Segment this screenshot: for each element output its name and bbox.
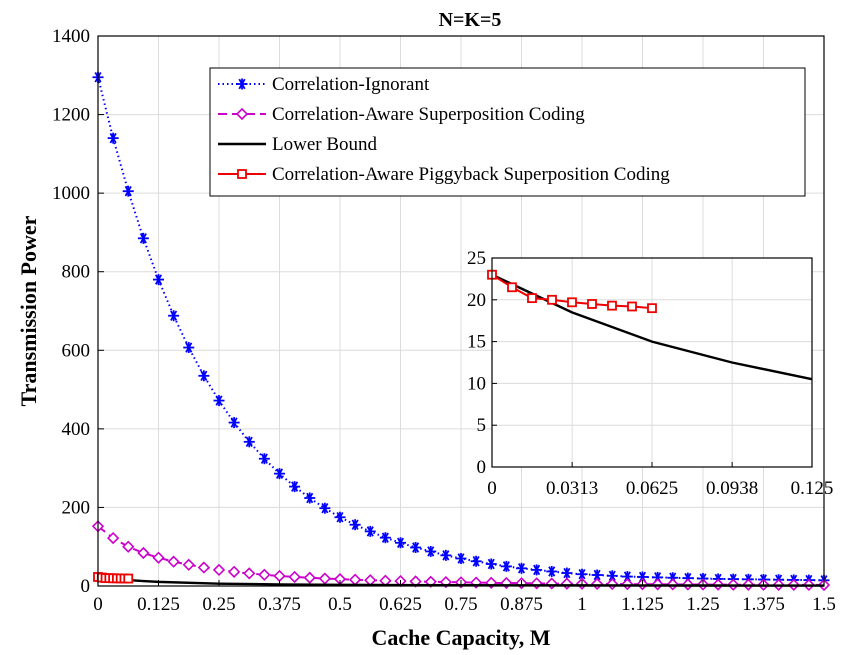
x-tick-label: 0.375 xyxy=(258,594,301,615)
legend-marker-correlation-aware-superposition-coding xyxy=(235,107,249,121)
x-tick-label: 0.25 xyxy=(202,594,235,615)
correlation-aware-superposition-coding-point xyxy=(167,555,180,568)
inset-y-tick-label: 15 xyxy=(467,332,486,353)
y-tick-label: 800 xyxy=(62,262,91,283)
legend-label-correlation-aware-piggyback-superposition-coding: Correlation-Aware Piggyback Superpositio… xyxy=(272,164,670,185)
inset-x-tick-label: 0.0938 xyxy=(706,478,758,499)
x-tick-label: 0.625 xyxy=(379,594,422,615)
x-tick-label: 0.125 xyxy=(137,594,180,615)
y-tick-label: 1000 xyxy=(52,183,90,204)
correlation-aware-piggyback-superposition-coding-point xyxy=(567,297,577,308)
correlation-aware-superposition-coding-point xyxy=(545,577,558,590)
legend-marker-correlation-aware-piggyback-superposition-coding xyxy=(237,169,247,179)
correlation-aware-piggyback-superposition-coding-point xyxy=(123,573,134,584)
y-axis-label: Transmission Power xyxy=(16,215,41,406)
inset-y-tick-label: 5 xyxy=(477,415,487,436)
correlation-ignorant-series xyxy=(92,71,830,586)
legend-label-lower-bound: Lower Bound xyxy=(272,134,378,155)
inset-x-tick-label: 0 xyxy=(487,478,497,499)
correlation-aware-piggyback-superposition-coding-point xyxy=(587,299,597,309)
x-tick-label: 1.375 xyxy=(742,594,785,615)
inset-tick-labels: 0 0.0313 0.0625 0.0938 0.125 0 5 10 15 20 25 xyxy=(467,248,833,499)
y-tick-label: 400 xyxy=(62,419,91,440)
correlation-aware-superposition-coding-point xyxy=(318,572,332,585)
legend-items: Correlation-Ignorant Correlation-Aware Su… xyxy=(218,74,670,185)
correlation-aware-superposition-coding-point xyxy=(621,578,634,591)
y-tick-label: 0 xyxy=(81,576,91,597)
legend-box xyxy=(209,67,806,197)
inset-y-tick-label: 25 xyxy=(467,248,486,269)
correlation-aware-piggyback-superposition-coding-point xyxy=(647,303,657,314)
inset-chart: 0 0.0313 0.0625 0.0938 0.125 0 5 10 15 20 25 xyxy=(467,248,833,499)
legend-label-correlation-ignorant: Correlation-Ignorant xyxy=(272,74,430,95)
correlation-aware-superposition-coding-point xyxy=(288,570,301,584)
inset-x-tick-label: 0.0313 xyxy=(546,478,598,499)
inset-x-tick-label: 0.125 xyxy=(791,478,834,499)
correlation-aware-superposition-coding-point xyxy=(182,558,195,571)
correlation-aware-superposition-coding-point xyxy=(560,577,574,590)
main-tick-labels: 0 0.125 0.25 0.375 0.5 0.625 0.75 0.875 1 1.125 1.… xyxy=(52,26,836,615)
legend-label-correlation-aware-superposition-coding: Correlation-Aware Superposition Coding xyxy=(272,104,585,125)
x-tick-label: 0 xyxy=(93,594,103,615)
x-tick-label: 1.5 xyxy=(812,594,836,615)
y-tick-label: 600 xyxy=(62,340,91,361)
correlation-aware-piggyback-superposition-coding-point xyxy=(527,293,537,304)
main-series-group xyxy=(91,71,831,592)
correlation-aware-piggyback-superposition-coding-point xyxy=(547,294,557,305)
correlation-aware-superposition-coding-point xyxy=(273,569,286,583)
x-tick-label: 0.875 xyxy=(500,594,543,615)
legend: Correlation-Ignorant Correlation-Aware Su… xyxy=(209,67,806,197)
y-tick-label: 1200 xyxy=(52,105,90,126)
correlation-aware-superposition-coding-point xyxy=(122,540,135,553)
inset-x-tick-label: 0.0625 xyxy=(626,478,678,499)
correlation-aware-superposition-coding-point xyxy=(197,561,211,574)
y-tick-label: 1400 xyxy=(52,26,90,47)
correlation-aware-superposition-coding-point xyxy=(227,565,241,578)
correlation-aware-superposition-coding-point xyxy=(590,577,604,591)
inset-y-tick-label: 20 xyxy=(467,290,486,311)
correlation-aware-superposition-coding-point xyxy=(348,573,362,586)
correlation-aware-superposition-coding-point xyxy=(303,571,316,584)
correlation-aware-superposition-coding-point xyxy=(606,577,619,591)
correlation-aware-piggyback-superposition-coding-point xyxy=(607,300,617,311)
correlation-aware-superposition-coding-series xyxy=(91,520,831,592)
correlation-aware-superposition-coding-point xyxy=(530,577,543,590)
correlation-aware-superposition-coding-point xyxy=(243,567,256,580)
correlation-aware-piggyback-superposition-coding-point xyxy=(627,301,637,312)
x-axis-label: Cache Capacity, M xyxy=(371,625,550,650)
x-tick-label: 0.5 xyxy=(328,594,352,615)
y-tick-label: 200 xyxy=(62,497,91,518)
x-tick-label: 1.125 xyxy=(621,594,664,615)
correlation-aware-piggyback-superposition-coding-series xyxy=(93,572,134,584)
x-tick-label: 0.75 xyxy=(444,594,477,615)
x-tick-label: 1 xyxy=(577,594,587,615)
x-tick-label: 1.25 xyxy=(686,594,719,615)
correlation-aware-piggyback-superposition-coding-point xyxy=(507,282,517,293)
correlation-aware-superposition-coding-point xyxy=(152,551,165,564)
correlation-aware-superposition-coding-point xyxy=(258,568,271,581)
correlation-aware-superposition-coding-point xyxy=(212,563,226,577)
inset-y-tick-label: 10 xyxy=(467,373,486,394)
correlation-aware-superposition-coding-point xyxy=(137,546,150,560)
inset-y-tick-label: 0 xyxy=(477,457,487,478)
chart-title: N=K=5 xyxy=(439,9,502,31)
correlation-aware-superposition-coding-point xyxy=(106,531,120,545)
